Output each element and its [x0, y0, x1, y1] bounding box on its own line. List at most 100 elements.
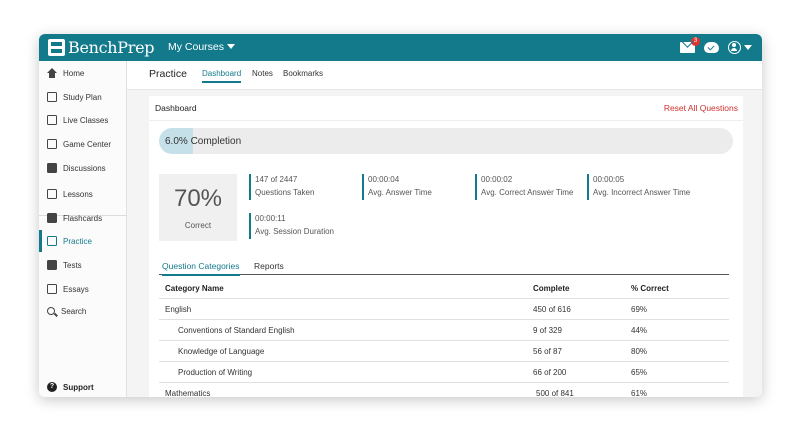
page-title: Practice [149, 68, 187, 80]
category-complete: 9 of 329 [533, 326, 562, 335]
table-header: Category Name Complete % Correct [159, 278, 729, 299]
stat-label: Avg. Session Duration [255, 227, 335, 236]
sidebar-item-label: Practice [63, 236, 92, 246]
stat-value: 00:00:11 [255, 214, 286, 223]
category-name: Mathematics [165, 389, 211, 397]
table-row[interactable]: English 450 of 616 69% [159, 299, 729, 320]
benchprep-logo-icon [48, 39, 65, 56]
completion-progress-bar: 6.0% Completion [159, 128, 733, 154]
sidebar-item-label: Search [61, 306, 87, 316]
my-courses-label: My Courses [168, 41, 225, 53]
support-label: Support [63, 382, 94, 392]
tab-bookmarks[interactable]: Bookmarks [283, 69, 324, 78]
category-name: English [165, 305, 192, 314]
mail-icon[interactable]: 3 [680, 37, 700, 53]
stat-avg-correct-answer-time: 00:00:02 Avg. Correct Answer Time [475, 174, 573, 200]
sidebar-item-game-center[interactable]: Game Center [39, 133, 127, 155]
stat-avg-incorrect-answer-time: 00:00:05 Avg. Incorrect Answer Time [587, 174, 690, 200]
sidebar-item-flashcards[interactable]: Flashcards [39, 207, 127, 229]
cloud-check-icon[interactable] [704, 42, 719, 53]
dashboard-title: Dashboard [155, 103, 197, 113]
sidebar-item-label: Home [63, 68, 85, 78]
completion-progress-fill [159, 128, 193, 154]
category-correct: 61% [631, 389, 648, 397]
app-window: BenchPrep My Courses 3 Home Study Plan L… [39, 34, 762, 397]
top-bar: BenchPrep My Courses 3 [39, 34, 762, 61]
dashboard-card: Dashboard Reset All Questions 6.0% Compl… [149, 96, 743, 397]
lessons-icon [47, 189, 57, 199]
user-menu[interactable] [728, 41, 752, 54]
stat-label: Avg. Correct Answer Time [481, 188, 574, 197]
sidebar-item-live-classes[interactable]: Live Classes [39, 109, 127, 131]
stat-label: Avg. Answer Time [368, 188, 432, 197]
table-row[interactable]: Knowledge of Language 56 of 87 80% [159, 341, 729, 362]
category-correct: 69% [631, 305, 648, 314]
category-correct: 80% [631, 347, 648, 356]
game-center-icon [47, 139, 57, 149]
tests-icon [47, 260, 57, 270]
essays-icon [47, 284, 57, 294]
completion-text: 6.0% Completion [165, 136, 242, 147]
category-tabs: Question Categories Reports [159, 258, 729, 276]
sidebar-item-practice[interactable]: Practice [39, 230, 127, 252]
header-complete: Complete [533, 284, 570, 293]
stat-value: 147 of 2447 [255, 175, 298, 184]
flashcards-icon [47, 213, 57, 223]
top-icons: 3 [680, 37, 752, 56]
sidebar-item-search[interactable]: Search [39, 300, 127, 322]
stat-label: Questions Taken [255, 188, 315, 197]
search-icon [47, 307, 55, 315]
discussions-icon [47, 163, 57, 173]
live-classes-icon [47, 115, 57, 125]
sidebar-item-home[interactable]: Home [39, 62, 127, 84]
caret-down-icon [744, 45, 752, 50]
sidebar: Home Study Plan Live Classes Game Center… [39, 61, 127, 397]
practice-icon [47, 236, 57, 246]
caret-down-icon [227, 44, 236, 49]
sidebar-item-discussions[interactable]: Discussions [39, 157, 127, 179]
stat-avg-session-duration: 00:00:11 Avg. Session Duration [249, 213, 334, 239]
table-row[interactable]: Production of Writing 66 of 200 65% [159, 362, 729, 383]
category-name: Production of Writing [178, 368, 253, 377]
category-complete: 450 of 616 [533, 305, 571, 314]
tab-reports[interactable]: Reports [254, 261, 284, 271]
help-icon: ? [47, 382, 57, 392]
header-category-name: Category Name [165, 284, 224, 293]
reset-all-questions-link[interactable]: Reset All Questions [663, 103, 738, 113]
main-content: Practice Dashboard Notes Bookmarks Dashb… [127, 61, 762, 397]
sub-navigation: Practice Dashboard Notes Bookmarks [127, 61, 762, 90]
sidebar-item-lessons[interactable]: Lessons [39, 183, 127, 205]
sidebar-item-label: Study Plan [63, 92, 102, 102]
category-name: Conventions of Standard English [178, 326, 295, 335]
stat-label: Avg. Incorrect Answer Time [593, 188, 691, 197]
category-complete: 66 of 200 [533, 368, 567, 377]
my-courses-dropdown[interactable]: My Courses [168, 41, 236, 53]
category-correct: 65% [631, 368, 648, 377]
study-plan-icon [47, 92, 57, 102]
tab-notes[interactable]: Notes [252, 69, 273, 78]
home-icon [47, 68, 57, 78]
correct-percentage-label: Correct [184, 221, 212, 230]
sidebar-item-essays[interactable]: Essays [39, 278, 127, 300]
sidebar-item-label: Live Classes [63, 115, 109, 125]
logo[interactable]: BenchPrep [48, 38, 155, 57]
sidebar-item-label: Lessons [63, 189, 93, 199]
card-header: Dashboard Reset All Questions [149, 96, 743, 121]
sidebar-item-label: Tests [63, 260, 82, 270]
sidebar-item-label: Game Center [63, 139, 112, 149]
table-row[interactable]: Mathematics 500 of 841 61% [159, 383, 729, 397]
sidebar-item-study-plan[interactable]: Study Plan [39, 86, 127, 108]
sidebar-item-tests[interactable]: Tests [39, 254, 127, 276]
stat-avg-answer-time: 00:00:04 Avg. Answer Time [362, 174, 432, 200]
stat-value: 00:00:04 [368, 175, 400, 184]
support-link[interactable]: ? Support [39, 376, 127, 397]
sidebar-item-label: Discussions [63, 163, 106, 173]
sidebar-divider [39, 215, 127, 216]
notification-badge: 3 [691, 37, 700, 46]
header-correct: % Correct [631, 284, 669, 293]
table-row[interactable]: Conventions of Standard English 9 of 329… [159, 320, 729, 341]
tab-question-categories[interactable]: Question Categories [162, 261, 240, 276]
tab-dashboard[interactable]: Dashboard [202, 69, 242, 83]
user-icon [728, 41, 741, 54]
logo-text: BenchPrep [68, 38, 155, 57]
